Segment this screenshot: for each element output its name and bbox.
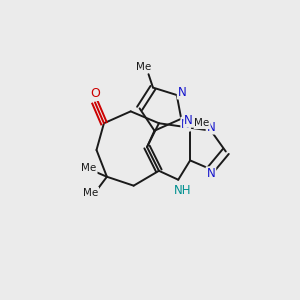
Text: N: N [184,114,193,127]
Text: Me: Me [81,164,97,173]
Text: Me: Me [83,188,98,197]
Text: N: N [207,167,215,180]
Text: O: O [90,87,100,100]
Text: NH: NH [174,184,191,196]
Text: N: N [181,118,190,130]
Text: N: N [207,121,215,134]
Text: Me: Me [136,62,152,72]
Text: N: N [178,85,187,98]
Text: Me: Me [194,118,210,128]
